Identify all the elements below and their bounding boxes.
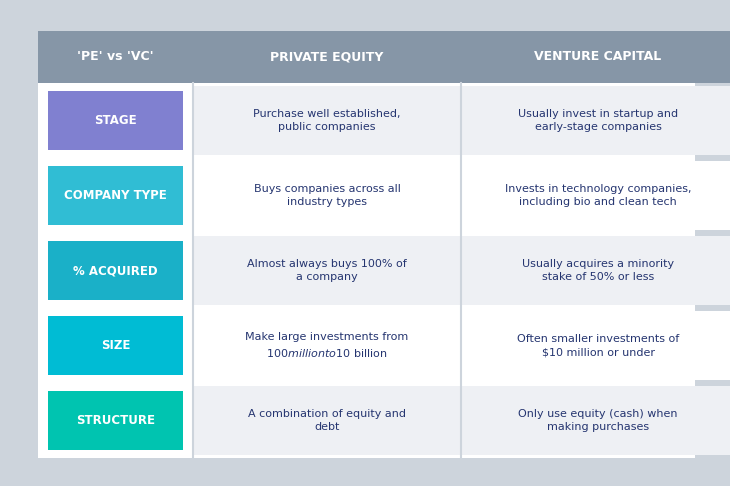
- Bar: [48, 166, 183, 225]
- Text: Invests in technology companies,
including bio and clean tech: Invests in technology companies, includi…: [504, 184, 691, 208]
- Bar: [193, 161, 461, 230]
- Text: Usually acquires a minority
stake of 50% or less: Usually acquires a minority stake of 50%…: [522, 259, 674, 282]
- Text: Usually invest in startup and
early-stage companies: Usually invest in startup and early-stag…: [518, 109, 678, 132]
- Bar: [38, 31, 695, 458]
- Text: A combination of equity and
debt: A combination of equity and debt: [248, 409, 406, 433]
- Text: Only use equity (cash) when
making purchases: Only use equity (cash) when making purch…: [518, 409, 677, 433]
- Bar: [48, 316, 183, 375]
- Text: STAGE: STAGE: [94, 114, 137, 127]
- Bar: [461, 236, 730, 305]
- Text: SIZE: SIZE: [101, 339, 130, 352]
- Bar: [461, 86, 730, 155]
- Text: VENTURE CAPITAL: VENTURE CAPITAL: [534, 51, 661, 64]
- Bar: [193, 311, 461, 380]
- Bar: [193, 86, 461, 155]
- Bar: [461, 386, 730, 455]
- Text: % ACQUIRED: % ACQUIRED: [73, 264, 158, 277]
- Bar: [193, 236, 461, 305]
- Bar: [48, 91, 183, 150]
- Bar: [48, 241, 183, 300]
- Text: Purchase well established,
public companies: Purchase well established, public compan…: [253, 109, 401, 132]
- Text: Buys companies across all
industry types: Buys companies across all industry types: [253, 184, 401, 208]
- Text: Often smaller investments of
$10 million or under: Often smaller investments of $10 million…: [517, 334, 679, 357]
- Bar: [461, 31, 730, 83]
- Text: COMPANY TYPE: COMPANY TYPE: [64, 189, 167, 202]
- Bar: [38, 31, 193, 83]
- Text: Make large investments from
$100 million to $10 billion: Make large investments from $100 million…: [245, 332, 409, 359]
- Text: 'PE' vs 'VC': 'PE' vs 'VC': [77, 51, 154, 64]
- Text: PRIVATE EQUITY: PRIVATE EQUITY: [270, 51, 384, 64]
- Text: Almost always buys 100% of
a company: Almost always buys 100% of a company: [247, 259, 407, 282]
- Bar: [461, 161, 730, 230]
- Bar: [193, 31, 461, 83]
- Bar: [48, 391, 183, 450]
- Bar: [461, 311, 730, 380]
- Bar: [193, 386, 461, 455]
- Text: STRUCTURE: STRUCTURE: [76, 414, 155, 427]
